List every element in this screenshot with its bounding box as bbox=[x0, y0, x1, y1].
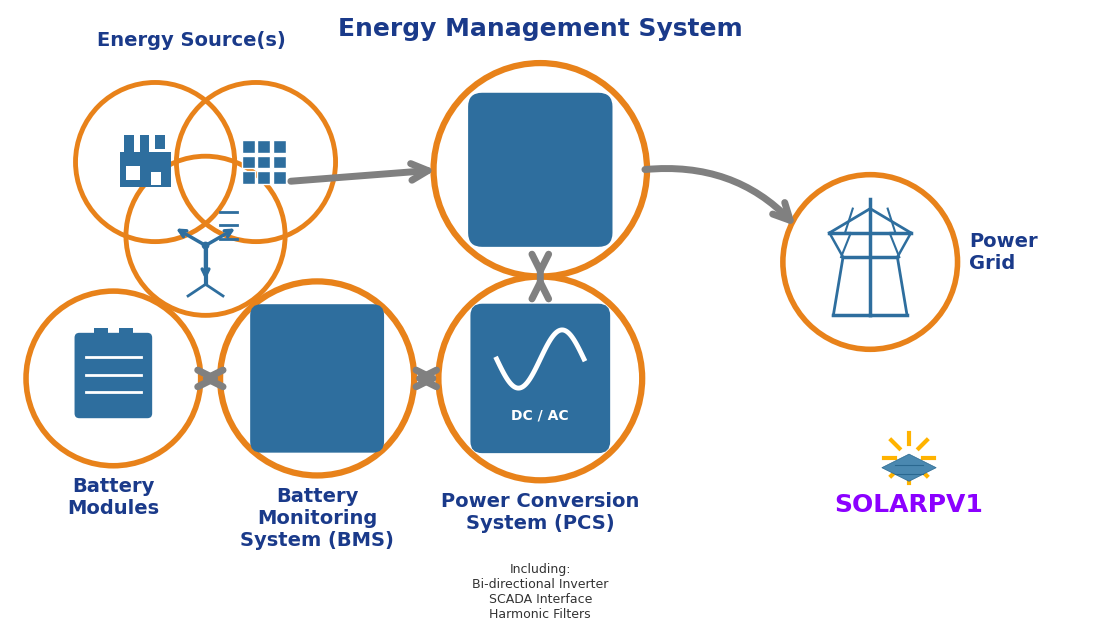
Text: Battery
Modules: Battery Modules bbox=[67, 478, 160, 519]
Text: Energy Management System: Energy Management System bbox=[338, 18, 742, 42]
Polygon shape bbox=[882, 454, 936, 481]
Bar bbox=[242, 140, 254, 153]
Bar bbox=[151, 172, 161, 186]
Text: Battery
Monitoring
System (BMS): Battery Monitoring System (BMS) bbox=[240, 487, 394, 550]
Text: Including:
Bi-directional Inverter
SCADA Interface
Harmonic Filters: Including: Bi-directional Inverter SCADA… bbox=[472, 563, 608, 621]
FancyBboxPatch shape bbox=[250, 304, 384, 452]
FancyBboxPatch shape bbox=[471, 304, 611, 453]
Bar bbox=[257, 171, 271, 184]
FancyBboxPatch shape bbox=[75, 333, 152, 418]
Bar bbox=[242, 156, 254, 168]
Bar bbox=[273, 156, 286, 168]
Bar bbox=[155, 135, 165, 150]
Text: SOLARPV1: SOLARPV1 bbox=[835, 493, 983, 517]
Bar bbox=[242, 171, 254, 184]
Bar bbox=[257, 156, 271, 168]
Bar bbox=[140, 135, 150, 152]
Text: DC / AC: DC / AC bbox=[512, 408, 569, 422]
Text: Energy Source(s): Energy Source(s) bbox=[97, 31, 285, 50]
Bar bbox=[273, 171, 286, 184]
FancyBboxPatch shape bbox=[120, 152, 170, 187]
Bar bbox=[273, 140, 286, 153]
Bar bbox=[124, 135, 134, 155]
Bar bbox=[94, 328, 108, 339]
FancyBboxPatch shape bbox=[469, 93, 613, 247]
Bar bbox=[119, 328, 133, 339]
Text: Power Conversion
System (PCS): Power Conversion System (PCS) bbox=[441, 492, 639, 533]
Bar bbox=[257, 140, 271, 153]
Bar bbox=[126, 166, 140, 179]
Circle shape bbox=[201, 242, 209, 249]
Text: Power
Grid: Power Grid bbox=[969, 232, 1037, 273]
